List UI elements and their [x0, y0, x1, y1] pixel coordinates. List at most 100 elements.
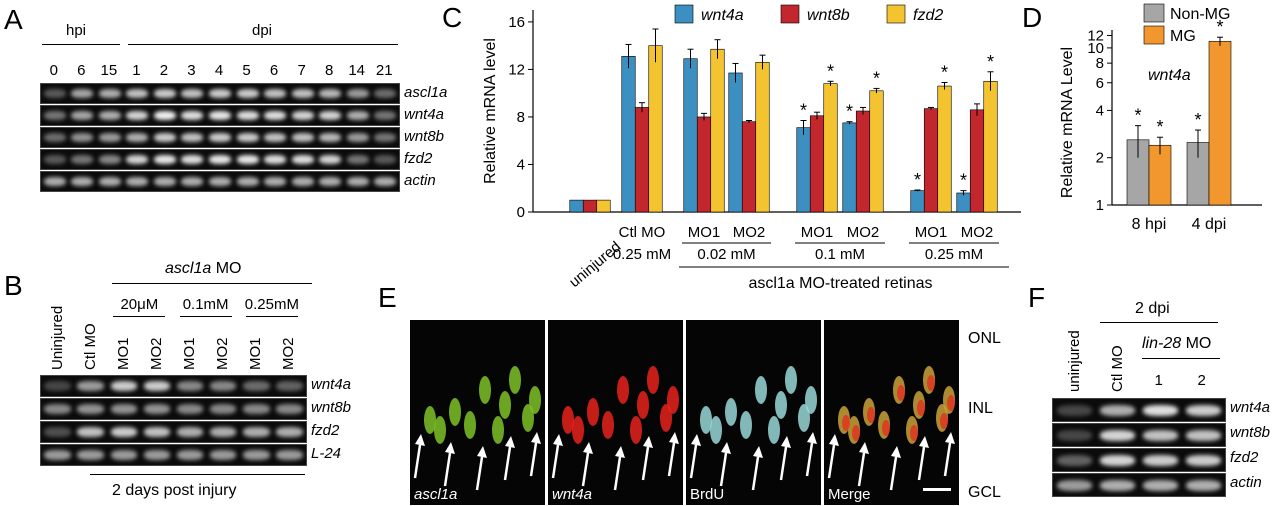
cell-signal	[522, 404, 534, 432]
cell-signal	[434, 416, 446, 444]
gel-band	[71, 176, 94, 187]
gel-band	[319, 110, 342, 121]
gel-band	[143, 450, 171, 460]
gel-band	[209, 404, 237, 414]
cell-signal	[768, 416, 780, 444]
gel-band	[181, 154, 204, 165]
bar-wnt8b	[809, 115, 825, 213]
gel-band	[1143, 404, 1178, 416]
arrow-shaft	[719, 452, 728, 487]
lane-label: MO1	[114, 337, 132, 370]
gel-band	[153, 110, 176, 121]
dpi-bracket	[128, 44, 398, 45]
micrograph-signal	[689, 366, 817, 491]
panel-f-label: F	[1028, 282, 1046, 313]
gel-band	[276, 450, 303, 460]
gel-band	[346, 110, 369, 121]
arrow-head	[691, 434, 701, 446]
y-tick-label: 12	[508, 61, 525, 78]
arrow-head	[445, 442, 455, 454]
arrow-head	[919, 436, 929, 448]
panel-b-footer-bracket	[90, 474, 305, 475]
timepoint-label: 14	[348, 62, 366, 79]
gel-band	[143, 404, 171, 414]
gene-label-wnt4a: wnt4a	[1230, 399, 1271, 416]
channel-label-Merge: Merge	[828, 486, 871, 503]
bar-wnt4a	[728, 72, 743, 213]
arrow-shaft	[857, 452, 866, 487]
cell-signal	[562, 406, 574, 434]
y-axis-label: Relative mRNA level	[482, 38, 499, 184]
bar-wnt8b	[696, 116, 712, 213]
gel-band	[374, 154, 397, 165]
bar-fzd2	[710, 48, 725, 213]
hpi-bracket	[42, 44, 120, 45]
bar-wnt8b	[855, 110, 871, 213]
x-group-label: MO1	[688, 224, 721, 241]
micrograph-ascl1a: ascl1a	[410, 320, 545, 505]
gel-band	[126, 154, 149, 165]
gel-band	[98, 88, 121, 99]
gel-band	[126, 88, 149, 99]
cell-signal	[424, 406, 436, 434]
bar-fzd2	[869, 90, 884, 213]
gene-label-actin: actin	[1230, 474, 1262, 491]
arrow-shaft	[475, 456, 484, 491]
panel-b-footer: 2 days post injury	[112, 482, 237, 499]
panel-c-footer: ascl1a MO-treated retinas	[748, 275, 932, 292]
arrow-shaft	[613, 456, 622, 491]
significance-star: *	[960, 171, 967, 191]
cell-signal	[867, 407, 875, 423]
gel-band	[291, 88, 314, 99]
arrow-head	[669, 432, 679, 444]
gene-label-wnt8b: wnt8b	[404, 128, 445, 145]
gel-band	[43, 88, 66, 99]
cell-signal	[882, 420, 890, 436]
gene-label-fzd2: fzd2	[311, 422, 340, 439]
gel-band	[1057, 454, 1092, 466]
bar-wnt4a	[569, 199, 584, 213]
gel-band	[264, 154, 287, 165]
legend-label-wnt8b: wnt8b	[807, 7, 850, 24]
arrow-shaft	[889, 456, 898, 491]
gel-band	[98, 132, 121, 143]
arrow-head	[583, 442, 593, 454]
cell-signal	[499, 391, 511, 419]
gel-band	[71, 110, 94, 121]
legend-label-wnt4a: wnt4a	[701, 7, 744, 24]
gel-band	[77, 427, 104, 437]
gel-band	[1143, 454, 1178, 466]
bar-wnt8b	[741, 121, 757, 213]
arrow-shaft	[943, 442, 952, 477]
cell-signal	[700, 406, 712, 434]
gel-band	[291, 176, 314, 187]
timepoint-label: 7	[297, 62, 306, 79]
gel-band	[110, 427, 138, 437]
legend-swatch-fzd2	[886, 4, 906, 24]
cell-signal	[617, 376, 629, 404]
timepoint-label: 2	[159, 62, 169, 79]
gel-band	[98, 154, 121, 165]
y-tick-label: 0	[517, 204, 525, 221]
gene-label-wnt8b: wnt8b	[311, 399, 352, 416]
concentration-bracket	[179, 316, 232, 317]
panel-b-label: B	[4, 270, 23, 301]
dpi-label: dpi	[252, 22, 273, 39]
gene-label-L-24: L-24	[311, 445, 342, 462]
bar-fzd2	[755, 61, 770, 213]
legend-label-Non-MG: Non-MG	[1170, 6, 1230, 23]
cell-signal	[842, 415, 850, 431]
significance-star: *	[800, 101, 807, 121]
significance-star: *	[827, 61, 834, 81]
arrow-head	[807, 432, 817, 444]
gene-label-actin: actin	[404, 172, 436, 189]
arrow-head	[753, 446, 763, 458]
cell-signal	[927, 375, 935, 391]
gel-band	[319, 154, 342, 165]
panel-b-mo-title: ascl1a MO	[165, 260, 241, 278]
significance-star: *	[987, 52, 994, 72]
gel-band	[209, 381, 237, 391]
gene-label-fzd2: fzd2	[404, 150, 433, 167]
gel-band	[208, 132, 231, 143]
